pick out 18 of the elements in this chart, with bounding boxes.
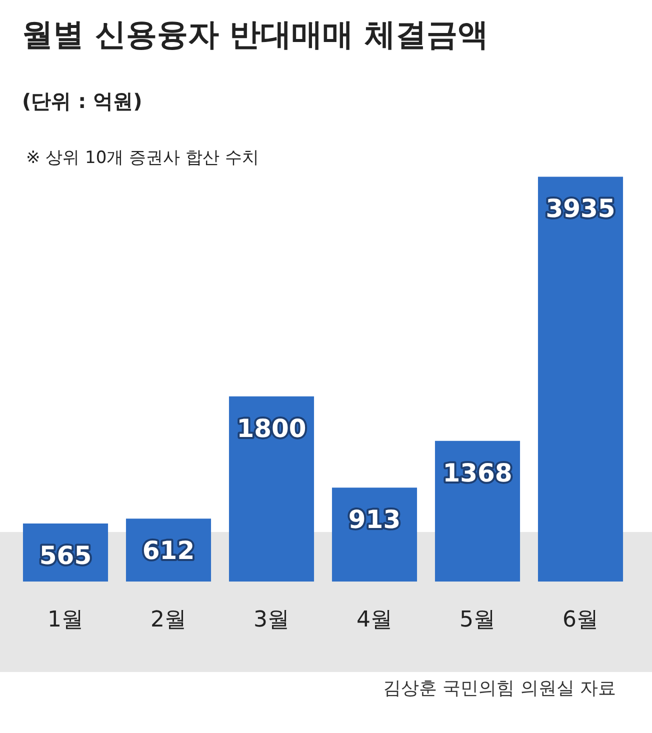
- data-label: 1368: [442, 458, 512, 488]
- bar: [228, 396, 314, 582]
- text: ※ 상위 10개 증권사 합산 수치: [26, 147, 259, 169]
- text: 김상훈 국민의힘 의원실 자료: [382, 677, 616, 700]
- data-label: 1800: [236, 414, 306, 443]
- chart-title: 월별 신용융자 반대매매 체결금액: [22, 16, 488, 55]
- data-label: 3935: [546, 194, 616, 224]
- chart-subtitle: (단위 : 억원): [22, 88, 142, 115]
- bar: [538, 176, 624, 582]
- data-label: 565: [39, 540, 92, 570]
- x-tick-label: 1월: [48, 608, 84, 633]
- x-tick-label: 6월: [562, 608, 598, 633]
- data-label: 913: [348, 505, 401, 534]
- x-tick-label: 2월: [150, 608, 186, 633]
- x-tick-label: 3월: [254, 608, 290, 633]
- data-label: 612: [142, 536, 195, 566]
- x-tick-label: 4월: [356, 608, 392, 633]
- x-tick-label: 5월: [460, 608, 496, 633]
